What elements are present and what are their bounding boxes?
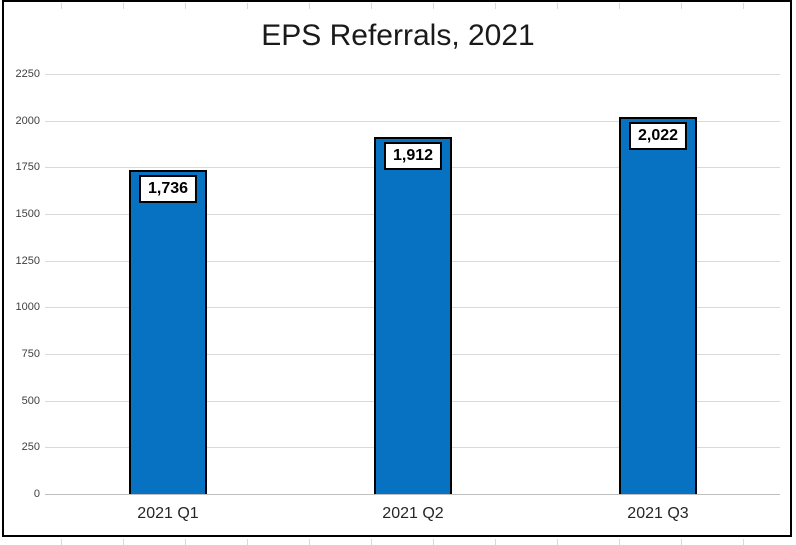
x-axis-category-label: 2021 Q3 <box>627 505 689 522</box>
y-axis-tick-label: 0 <box>33 488 40 500</box>
y-axis-tick-label: 250 <box>21 441 40 453</box>
y-axis-tick-label: 2000 <box>15 115 40 127</box>
y-axis-tick-label: 1500 <box>15 208 40 220</box>
y-axis-tick-label: 2250 <box>15 68 40 80</box>
y-axis-tick-label: 1000 <box>15 301 40 313</box>
gridline <box>45 121 780 122</box>
bar-2021-q3[interactable] <box>619 117 697 494</box>
y-axis-tick-label: 1250 <box>15 255 40 267</box>
bar-value-label: 1,912 <box>383 142 443 171</box>
bar-value-label: 2,022 <box>628 122 688 151</box>
x-axis-line <box>45 494 780 495</box>
y-axis-tick-label: 750 <box>21 348 40 360</box>
bar-2021-q1[interactable] <box>129 170 207 494</box>
bar-2021-q2[interactable] <box>374 137 452 494</box>
x-axis-category-label: 2021 Q2 <box>382 505 444 522</box>
chart-title: EPS Referrals, 2021 <box>261 19 535 52</box>
y-axis-tick-label: 500 <box>21 395 40 407</box>
sheet-gridline-stubs-bottom <box>0 539 796 545</box>
y-axis-tick-label: 1750 <box>15 161 40 173</box>
bar-value-label: 1,736 <box>138 175 198 204</box>
chart-object-frame[interactable] <box>2 0 792 537</box>
gridline <box>45 74 780 75</box>
x-axis-category-label: 2021 Q1 <box>137 505 199 522</box>
